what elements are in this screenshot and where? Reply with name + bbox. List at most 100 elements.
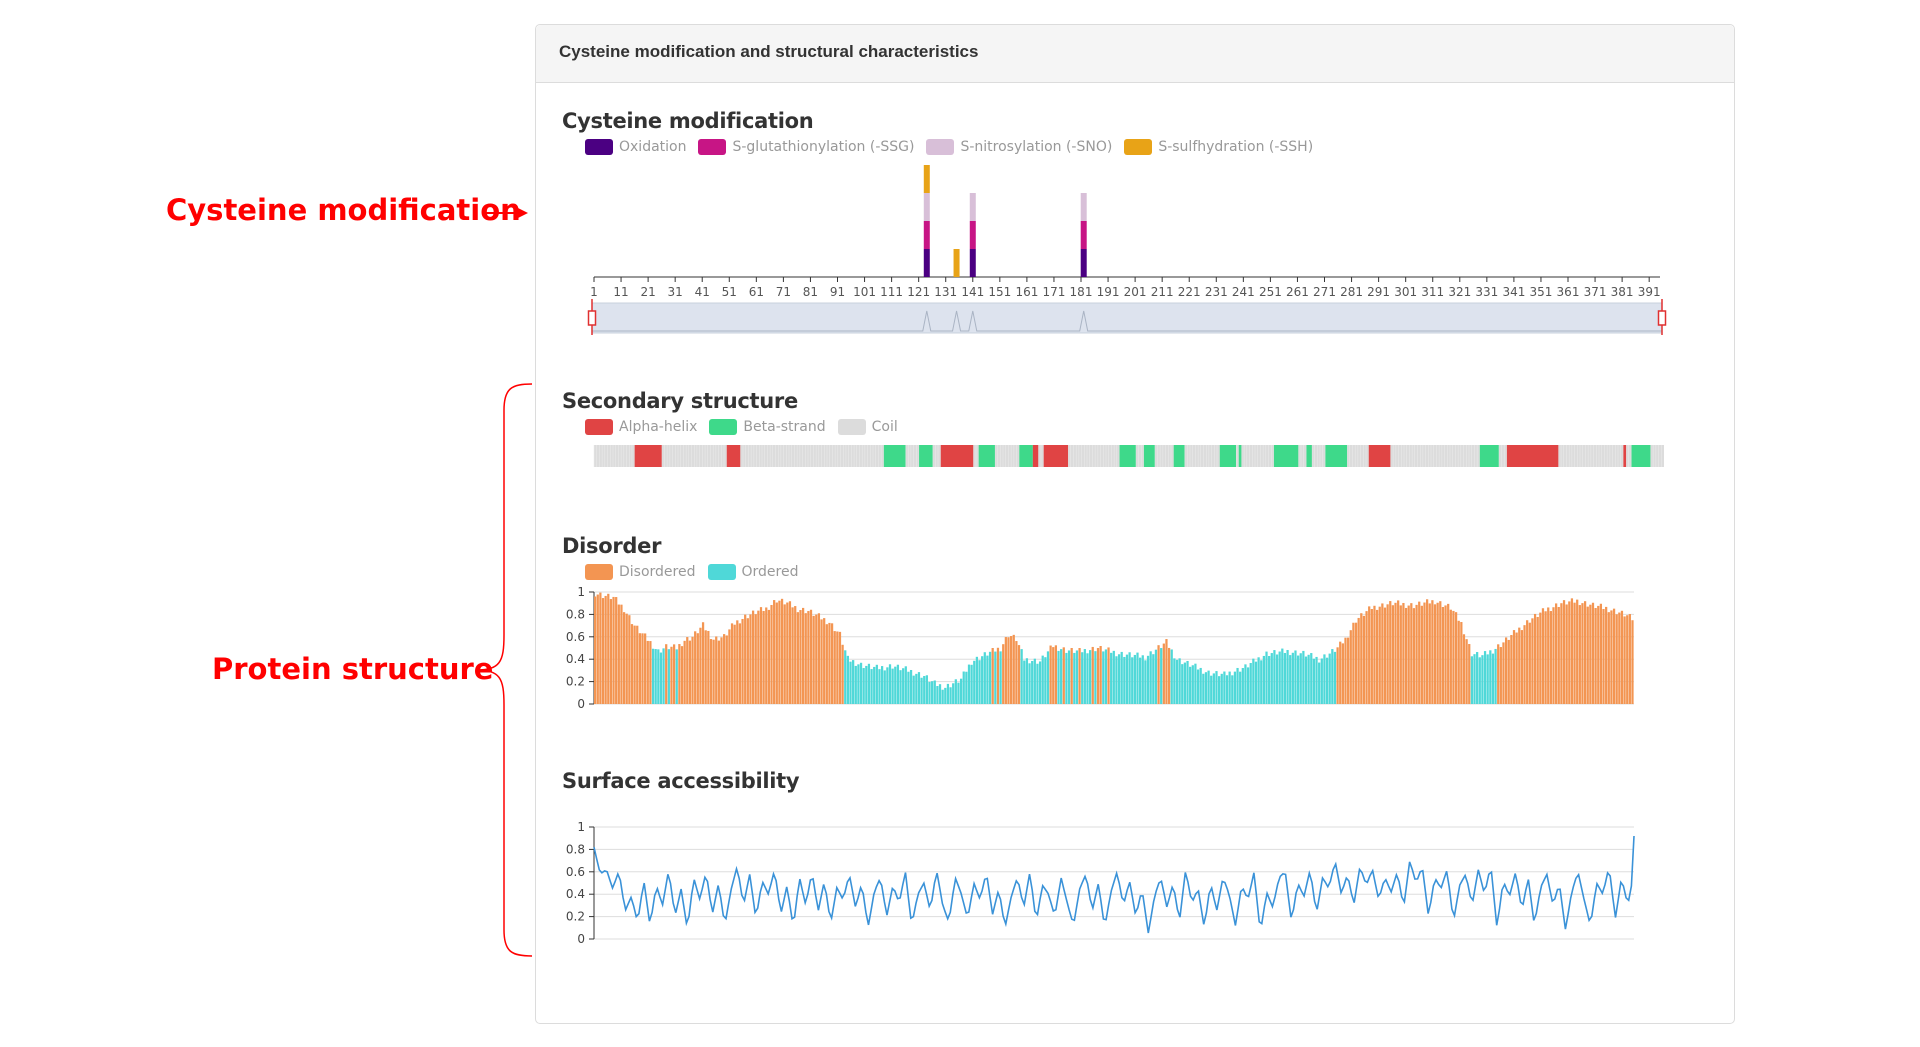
- disorder-bar: [1067, 650, 1071, 704]
- disorder-bar: [891, 668, 894, 704]
- disorder-bar: [1146, 655, 1150, 704]
- disorder-bar: [1136, 652, 1139, 704]
- x-tick-label: 261: [1286, 285, 1309, 299]
- x-tick-label: 271: [1313, 285, 1336, 299]
- disorder-bar: [665, 644, 668, 704]
- disorder-bar: [1378, 606, 1381, 704]
- legend-item[interactable]: Oxidation: [585, 139, 686, 155]
- y-tick-label: 0: [577, 932, 585, 945]
- disorder-bar: [1212, 673, 1215, 704]
- disorder-bar: [1002, 644, 1005, 704]
- disorder-bar: [694, 631, 697, 704]
- disorder-bar: [1576, 599, 1579, 704]
- disorder-bar: [717, 640, 720, 704]
- disorder-bar: [1476, 652, 1479, 704]
- disorder-bar: [902, 668, 905, 704]
- disorder-bar: [609, 599, 613, 704]
- disorder-bar: [1178, 658, 1181, 704]
- disorder-bar: [1125, 654, 1129, 704]
- disorder-bar: [888, 664, 892, 704]
- disorder-bar: [1544, 611, 1547, 704]
- disorder-bar: [1349, 630, 1352, 704]
- disorder-bar: [959, 678, 963, 704]
- x-tick-label: 131: [934, 285, 957, 299]
- disorder-bar: [1289, 655, 1292, 704]
- x-tick-label: 11: [613, 285, 628, 299]
- disorder-bar: [1412, 608, 1416, 704]
- disorder-bar: [1594, 608, 1597, 704]
- structure-segment: [1032, 445, 1039, 467]
- legend-swatch: [698, 139, 727, 155]
- disorder-bar: [975, 656, 979, 704]
- zoom-slider-track: [591, 302, 1663, 334]
- disorder-bar: [1086, 653, 1089, 704]
- legend-item[interactable]: S-glutathionylation (-SSG): [698, 139, 914, 155]
- legend-item[interactable]: Alpha-helix: [585, 419, 697, 435]
- disorder-bar: [1110, 652, 1113, 704]
- disorder-bar: [865, 665, 868, 704]
- disorder-bar: [1128, 652, 1131, 704]
- legend-item[interactable]: Coil: [837, 419, 898, 435]
- disorder-bar: [1375, 609, 1379, 704]
- legend-label: Ordered: [741, 564, 799, 580]
- disorder-bar: [744, 614, 747, 704]
- x-tick-label: 301: [1394, 285, 1417, 299]
- disorder-bar: [725, 635, 728, 704]
- disorder-bar: [962, 671, 965, 704]
- disorder-bar: [1433, 604, 1437, 704]
- secondary-section-title: Secondary structure: [562, 389, 798, 413]
- disorder-bar: [1038, 661, 1042, 704]
- disorder-bar: [1239, 671, 1242, 704]
- disorder-bar: [1502, 642, 1505, 704]
- disorder-bar: [601, 598, 605, 704]
- structure-segment: [1019, 445, 1033, 467]
- disorder-bar: [794, 606, 797, 704]
- structure-segment: [883, 445, 906, 467]
- disorder-bar: [636, 625, 639, 704]
- disorder-bar: [820, 619, 823, 704]
- disorder-bar: [946, 683, 950, 704]
- modification-bar: [953, 249, 960, 277]
- legend-item[interactable]: S-sulfhydration (-SSH): [1124, 139, 1313, 155]
- legend-item[interactable]: Ordered: [707, 564, 799, 580]
- disorder-bar: [1354, 622, 1358, 704]
- disorder-bar: [1626, 615, 1629, 704]
- secondary-structure-chart: [593, 445, 1664, 467]
- disorder-bar: [1407, 605, 1410, 704]
- x-tick-label: 91: [830, 285, 845, 299]
- legend-item[interactable]: Disordered: [585, 564, 696, 580]
- legend-swatch: [926, 139, 955, 155]
- disorder-bar: [1286, 650, 1289, 704]
- disorder-bar: [1347, 637, 1350, 704]
- disorder-bar: [1102, 651, 1105, 704]
- disorder-bar: [1615, 614, 1618, 704]
- disorder-bar: [994, 651, 997, 704]
- disorder-bar: [923, 676, 926, 704]
- disorder-bar: [1610, 610, 1613, 704]
- disorder-bar: [809, 609, 813, 704]
- disorder-bar: [1252, 658, 1255, 704]
- disorder-bar: [1054, 645, 1057, 704]
- disorder-bar: [1204, 672, 1208, 704]
- disorder-bar: [986, 655, 989, 704]
- disorder-bar: [1294, 650, 1297, 704]
- disorder-bar: [1186, 660, 1189, 704]
- structure-segment: [1143, 445, 1155, 467]
- legend-item[interactable]: Beta-strand: [709, 419, 826, 435]
- disorder-bar: [854, 665, 857, 704]
- legend-label: Oxidation: [619, 139, 687, 155]
- disorder-bar: [1368, 606, 1371, 704]
- disorder-bar: [1486, 654, 1489, 704]
- disorder-bar: [931, 681, 934, 704]
- disorder-bar: [825, 624, 828, 704]
- disorder-bar: [915, 673, 918, 704]
- disorder-bar: [733, 624, 736, 704]
- disorder-bar: [1420, 605, 1423, 704]
- disorder-bar: [1078, 648, 1081, 704]
- disorder-bar: [1012, 634, 1015, 704]
- legend-item[interactable]: S-nitrosylation (-SNO): [926, 139, 1112, 155]
- x-tick-label: 201: [1124, 285, 1147, 299]
- annotation-protein-label: Protein structure: [212, 652, 494, 686]
- annotation-brace: [475, 383, 533, 957]
- disorder-bar: [1141, 655, 1144, 704]
